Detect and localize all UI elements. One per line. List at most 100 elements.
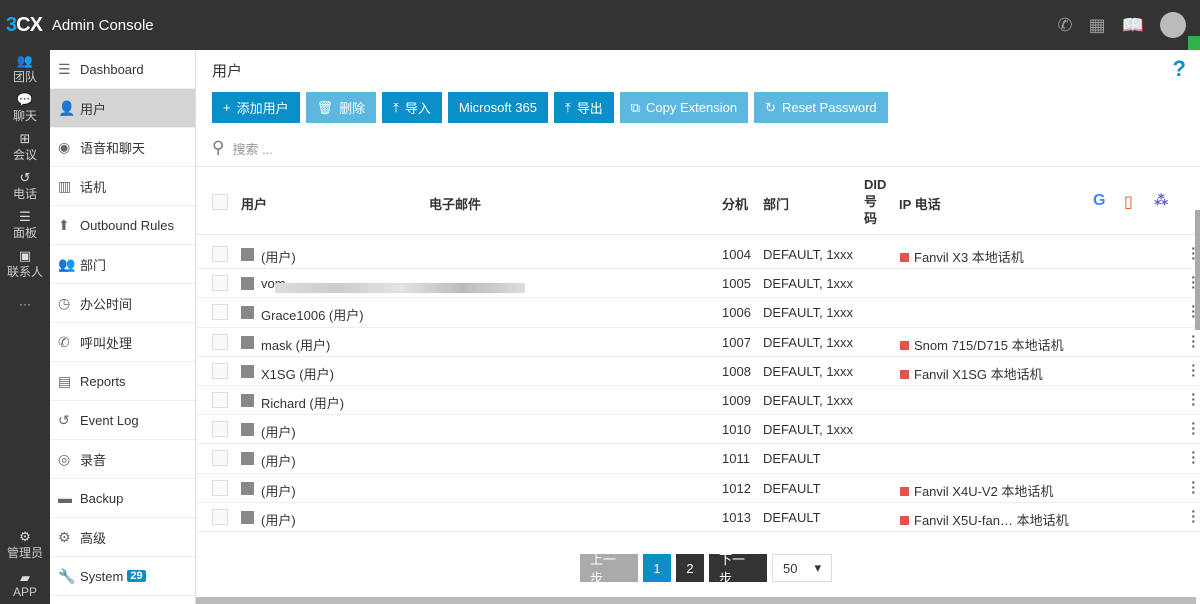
row-checkbox[interactable] xyxy=(212,479,228,496)
sidebar-item[interactable]: ◎ 录音 xyxy=(50,440,195,479)
archive-icon: ▬ xyxy=(58,490,72,506)
more-options-icon[interactable]: · · · xyxy=(1191,502,1196,529)
qr-code-icon[interactable]: ▦ xyxy=(1088,14,1106,35)
table-row[interactable]: vom 1005 DEFAULT, 1xxx ··· xyxy=(196,269,1200,299)
search-input[interactable]: 搜索 ... xyxy=(232,141,273,157)
rail-item[interactable]: ⊞ 会议 xyxy=(0,128,50,167)
sidebar-item[interactable]: 👥 部门 xyxy=(50,245,195,284)
sidebar-item[interactable]: ⚙ 高级 xyxy=(50,518,195,557)
col-dept[interactable]: 部门 xyxy=(763,197,790,212)
rail-item[interactable]: ··· xyxy=(0,284,50,323)
row-checkbox[interactable] xyxy=(212,362,228,379)
teams-icon[interactable]: ⁂ xyxy=(1154,192,1169,208)
page-size-select[interactable]: 50 ▾ xyxy=(772,554,832,582)
sidebar-item[interactable]: ▤ Reports xyxy=(50,362,195,401)
google-icon[interactable]: G xyxy=(1093,192,1106,209)
toolbar-button[interactable]: ⧉ Copy Extension xyxy=(619,92,749,123)
book-icon[interactable]: 📖 xyxy=(1121,14,1144,35)
more-options-icon[interactable]: · · · xyxy=(1191,356,1196,383)
rail-item[interactable]: 💬 聊天 xyxy=(0,89,50,128)
horizontal-scrollbar[interactable] xyxy=(196,597,1196,604)
row-checkbox[interactable] xyxy=(212,450,228,467)
user-cell[interactable]: (用户) xyxy=(261,510,296,529)
sidebar-item[interactable]: ⬆ Outbound Rules xyxy=(50,206,195,245)
sidebar-item-label: 用户 xyxy=(80,101,107,117)
more-options-icon[interactable]: · · · xyxy=(1191,415,1196,442)
toolbar-button[interactable]: Microsoft 365 xyxy=(447,92,548,123)
col-user[interactable]: 用户 xyxy=(241,197,268,212)
sidebar-item[interactable]: ☰ Dashboard xyxy=(50,50,195,89)
toolbar-button[interactable]: ↻ Reset Password xyxy=(754,92,888,123)
help-icon[interactable]: ? xyxy=(1172,56,1186,81)
user-cell[interactable]: (用户) xyxy=(261,451,296,470)
rail-item[interactable]: ↺ 电话 xyxy=(0,167,50,206)
user-cell[interactable]: (用户) xyxy=(261,422,296,441)
sidebar-item[interactable]: ▥ 话机 xyxy=(50,167,195,206)
sidebar-item[interactable]: ▬ Backup xyxy=(50,479,195,518)
table-row[interactable]: (用户) 1010 DEFAULT, 1xxx · · · xyxy=(196,415,1200,445)
table-row[interactable]: (用户) 1011 DEFAULT · · · xyxy=(196,444,1200,474)
row-checkbox[interactable] xyxy=(212,275,228,292)
col-ext[interactable]: 分机 xyxy=(722,197,749,212)
col-ip-phone[interactable]: IP 电话 xyxy=(899,197,941,212)
user-cell[interactable]: vom xyxy=(261,276,525,294)
button-icon: ⤒ xyxy=(564,99,571,115)
user-cell[interactable]: mask (用户) xyxy=(261,335,330,354)
table-row[interactable]: Grace1006 (用户) 1006 DEFAULT, 1xxx · · · xyxy=(196,298,1200,328)
row-checkbox[interactable] xyxy=(212,508,228,525)
toolbar-button[interactable]: ⤒ 导入 xyxy=(382,92,442,123)
contacts-icon: ▣ xyxy=(18,248,32,263)
search-bar[interactable]: ⚲ 搜索 ... xyxy=(212,138,273,158)
toolbar-button[interactable]: ⤒ 导出 xyxy=(553,92,614,123)
page-2-button[interactable]: 2 xyxy=(676,554,704,582)
avatar[interactable] xyxy=(1160,12,1186,38)
user-cell[interactable]: Richard (用户) xyxy=(261,393,344,412)
toolbar-button[interactable]: + 添加用户 xyxy=(212,92,300,123)
table-row[interactable]: (用户) 1013 DEFAULT Fanvil X5U-fan… 本地话机 ·… xyxy=(196,503,1200,532)
select-all-checkbox[interactable] xyxy=(212,194,228,210)
table-row[interactable]: (用户) 1012 DEFAULT Fanvil X4U-V2 本地话机 · · · xyxy=(196,474,1200,503)
next-page-button[interactable]: 下一步 xyxy=(709,552,767,586)
more-options-icon[interactable]: · · · xyxy=(1191,385,1196,412)
more-options-icon[interactable]: · · · xyxy=(1191,444,1196,471)
office-icon[interactable]: ▯ xyxy=(1124,194,1133,211)
user-cell[interactable]: (用户) xyxy=(261,481,296,500)
rail-item[interactable]: ▣ 联系人 xyxy=(0,245,50,284)
more-options-icon[interactable]: · · · xyxy=(1191,327,1196,354)
col-email[interactable]: 电子邮件 xyxy=(429,197,482,212)
table-row[interactable]: X1SG (用户) 1008 DEFAULT, 1xxx Fanvil X1SG… xyxy=(196,357,1200,386)
sidebar-item[interactable]: ✆ 呼叫处理 xyxy=(50,323,195,362)
row-checkbox[interactable] xyxy=(212,421,228,438)
user-cell[interactable]: X1SG (用户) xyxy=(261,364,334,383)
row-checkbox[interactable] xyxy=(212,333,228,350)
table-row[interactable]: mask (用户) 1007 DEFAULT, 1xxx Snom 715/D7… xyxy=(196,328,1200,357)
more-options-icon[interactable]: · · · xyxy=(1191,298,1196,325)
rail-item[interactable]: ⚙ 管理员 xyxy=(0,526,50,565)
sidebar-item[interactable]: 🔧 System 29 xyxy=(50,557,195,596)
page-1-button[interactable]: 1 xyxy=(643,554,671,582)
rail-item[interactable]: ▰ APP xyxy=(0,565,50,604)
rail-item[interactable]: ☰ 面板 xyxy=(0,206,50,245)
history-icon: ↺ xyxy=(19,170,31,185)
row-checkbox[interactable] xyxy=(212,304,228,321)
col-did[interactable]: DID 号码 xyxy=(864,176,886,227)
phone-icon[interactable]: ✆ xyxy=(1057,14,1073,35)
more-options-icon[interactable]: · · · xyxy=(1191,269,1196,296)
prev-page-button[interactable]: 上一步 xyxy=(580,552,638,586)
sidebar-item-label: System xyxy=(80,568,124,584)
more-options-icon[interactable]: · · · xyxy=(1191,473,1196,500)
more-options-icon[interactable]: · · · xyxy=(1191,240,1196,266)
sidebar-item[interactable]: ◷ 办公时间 xyxy=(50,284,195,323)
table-row[interactable]: (用户) 1004 DEFAULT, 1xxx Fanvil X3 本地话机 ·… xyxy=(196,240,1200,270)
user-cell[interactable]: (用户) xyxy=(261,247,296,266)
vertical-scrollbar[interactable] xyxy=(1195,210,1200,330)
sidebar-item[interactable]: 👤 用户 xyxy=(50,89,195,128)
sidebar-item[interactable]: ↺ Event Log xyxy=(50,401,195,440)
user-cell[interactable]: Grace1006 (用户) xyxy=(261,305,364,324)
toolbar-button[interactable]: 🗑 删除 xyxy=(305,92,377,123)
row-checkbox[interactable] xyxy=(212,391,228,408)
row-checkbox[interactable] xyxy=(212,246,228,262)
table-row[interactable]: Richard (用户) 1009 DEFAULT, 1xxx · · · xyxy=(196,385,1200,416)
sidebar-item[interactable]: ◉ 语音和聊天 xyxy=(50,128,195,167)
rail-item[interactable]: 👥 团队 xyxy=(0,50,50,89)
